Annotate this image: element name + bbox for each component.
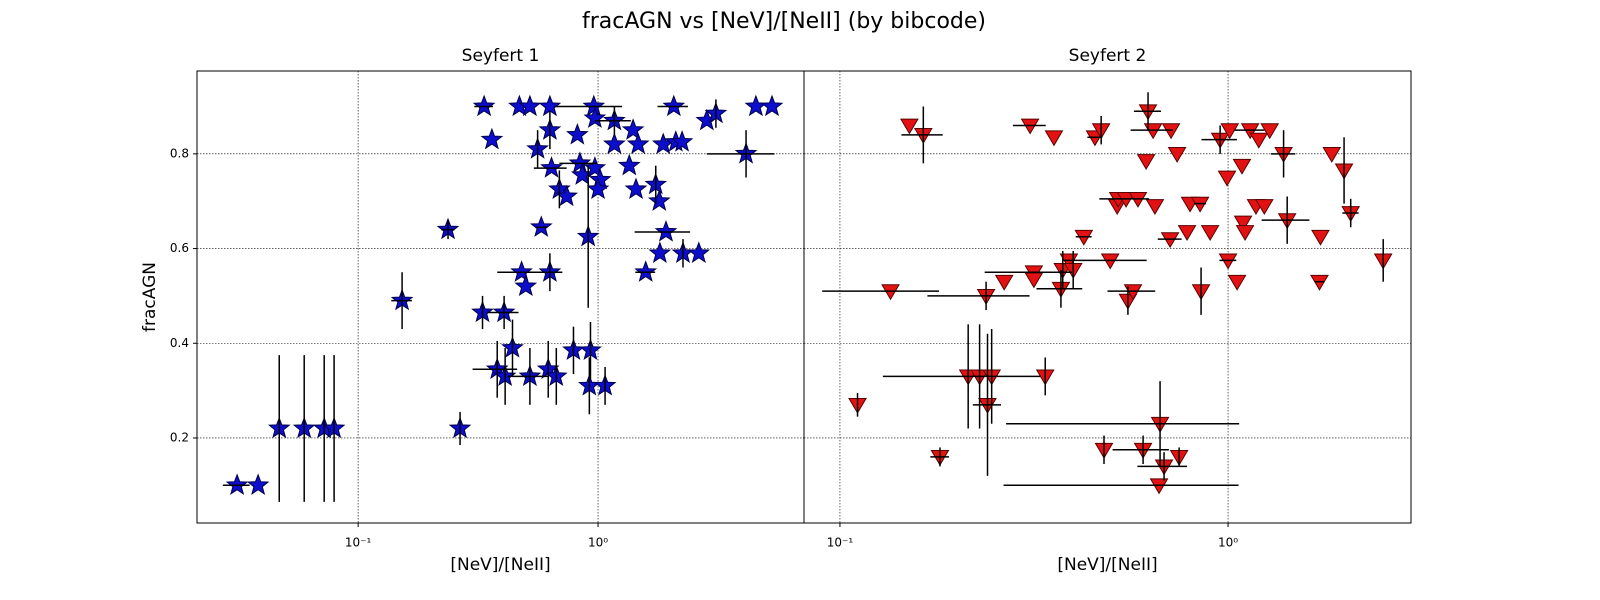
- triangle-marker: [1310, 274, 1329, 291]
- triangle-marker: [1240, 123, 1260, 140]
- triangle-marker: [1044, 130, 1064, 147]
- star-marker: [624, 177, 648, 200]
- star-marker: [621, 118, 645, 140]
- triangle-marker: [994, 274, 1014, 291]
- x-axis-label: [NeV]/[NeII]: [450, 555, 550, 575]
- star-marker: [603, 132, 626, 155]
- x-axis-label: [NeV]/[NeII]: [1057, 555, 1157, 575]
- triangle-marker: [1177, 225, 1197, 242]
- triangle-marker: [1160, 232, 1180, 249]
- y-tick-label: 0.6: [170, 241, 189, 255]
- star-marker: [583, 156, 607, 178]
- axes-frame: [196, 70, 805, 524]
- triangle-marker: [1074, 229, 1094, 246]
- star-marker: [648, 241, 672, 263]
- triangle-marker: [1145, 199, 1165, 216]
- star-marker: [510, 260, 533, 282]
- star-marker: [662, 94, 686, 117]
- star-marker: [634, 260, 658, 282]
- y-tick-label: 0.8: [170, 146, 189, 160]
- triangle-marker: [1100, 253, 1120, 270]
- triangle-marker: [1227, 274, 1247, 291]
- triangle-marker: [1232, 158, 1252, 175]
- star-marker: [744, 94, 768, 117]
- star-marker: [566, 122, 589, 145]
- star-marker: [540, 156, 563, 178]
- star-marker: [529, 215, 553, 237]
- triangle-marker: [1249, 132, 1269, 149]
- triangle-marker: [1217, 170, 1237, 187]
- y-tick-label: 0.2: [170, 430, 189, 444]
- triangle-marker: [1235, 225, 1255, 242]
- triangle-marker: [900, 118, 919, 135]
- star-marker: [568, 151, 592, 173]
- star-marker: [670, 130, 694, 152]
- triangle-marker: [1220, 123, 1240, 140]
- triangle-marker: [1322, 146, 1342, 163]
- axes-frame: [803, 70, 1412, 524]
- x-tick-label: 10⁻¹: [827, 536, 854, 550]
- star-marker: [246, 473, 270, 495]
- star-marker: [687, 241, 711, 263]
- triangle-marker: [1123, 284, 1143, 301]
- triangle-marker: [1143, 123, 1163, 140]
- panel-title: Seyfert 2: [1069, 46, 1147, 66]
- triangle-marker: [1136, 154, 1156, 171]
- triangle-marker: [881, 284, 900, 301]
- panel-title: Seyfert 1: [462, 46, 540, 66]
- triangle-marker: [1260, 123, 1280, 140]
- triangle-marker: [1161, 123, 1181, 140]
- star-marker: [480, 127, 504, 150]
- triangle-marker: [1167, 146, 1187, 163]
- triangle-marker: [1116, 191, 1136, 208]
- triangle-marker: [1200, 225, 1220, 242]
- star-marker: [626, 132, 650, 155]
- triangle-marker: [1218, 253, 1238, 270]
- x-tick-label: 10⁰: [588, 536, 608, 550]
- star-marker: [617, 153, 641, 176]
- y-axis-label: fracAGN: [140, 262, 160, 332]
- star-marker: [538, 94, 562, 117]
- triangle-marker: [1149, 478, 1169, 495]
- x-tick-label: 10⁻¹: [345, 536, 372, 550]
- star-marker: [518, 94, 542, 117]
- plot-area: [822, 92, 1393, 495]
- plot-area: [222, 94, 784, 502]
- x-tick-label: 10⁰: [1218, 536, 1238, 550]
- triangle-marker: [1128, 191, 1148, 208]
- star-marker: [583, 106, 607, 128]
- triangle-marker: [1190, 196, 1210, 213]
- star-marker: [514, 274, 538, 297]
- star-marker: [654, 220, 678, 242]
- figure-title: fracAGN vs [NeV]/[NeII] (by bibcode): [582, 9, 986, 34]
- triangle-marker: [1233, 215, 1253, 232]
- y-tick-label: 0.4: [170, 336, 189, 350]
- triangle-marker: [1020, 118, 1040, 135]
- triangle-marker: [1311, 229, 1330, 246]
- star-marker: [472, 94, 496, 117]
- star-marker: [647, 189, 671, 211]
- triangle-marker: [1024, 272, 1044, 289]
- triangle-marker: [1254, 199, 1274, 216]
- star-marker: [225, 473, 249, 495]
- star-marker: [586, 177, 610, 200]
- star-marker: [760, 94, 784, 117]
